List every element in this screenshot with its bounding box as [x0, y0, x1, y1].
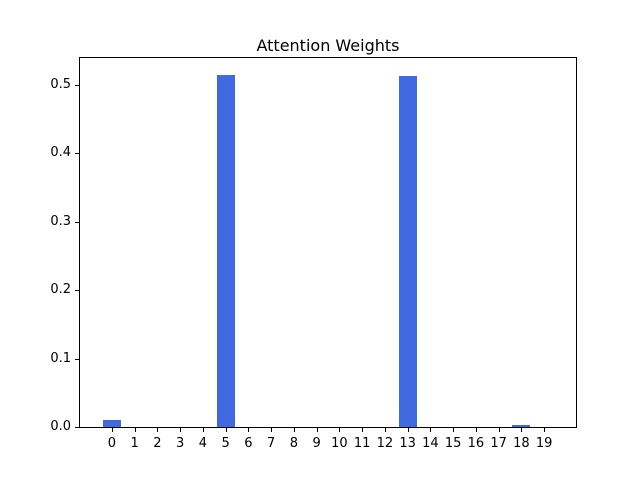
bar-18: [512, 424, 531, 427]
y-tick-label: 0.2: [50, 282, 71, 298]
x-tick-mark: [407, 428, 409, 432]
x-tick-mark: [202, 428, 204, 432]
chart-title: Attention Weights: [256, 36, 400, 55]
x-tick-label: 1: [130, 436, 139, 451]
x-tick-mark: [316, 428, 318, 432]
x-tick-label: 9: [312, 436, 321, 451]
x-tick-label: 3: [175, 436, 185, 451]
x-tick-label: 10: [331, 436, 348, 451]
x-tick-label: 11: [353, 436, 371, 451]
x-tick-mark: [475, 428, 477, 432]
x-tick-label: 19: [535, 436, 553, 451]
x-tick-label: 2: [153, 436, 162, 451]
x-tick-mark: [293, 428, 295, 432]
y-tick-label: 0.3: [50, 213, 71, 229]
x-tick-mark: [248, 428, 250, 432]
x-tick-mark: [544, 428, 546, 432]
y-tick-label: 0.1: [50, 350, 71, 366]
x-tick-mark: [111, 428, 113, 432]
bar-0: [102, 420, 121, 427]
x-tick-mark: [362, 428, 364, 432]
x-tick-mark: [521, 428, 523, 432]
x-tick-label: 0: [107, 436, 116, 451]
plot-area: [79, 57, 577, 428]
x-tick-mark: [453, 428, 455, 432]
bar-5: [216, 75, 235, 427]
bar-13: [398, 75, 417, 427]
y-tick-label: 0.0: [50, 419, 71, 434]
x-tick-mark: [339, 428, 341, 432]
x-tick-label: 14: [422, 436, 439, 451]
x-tick-mark: [271, 428, 273, 432]
x-tick-label: 12: [376, 436, 394, 451]
x-tick-label: 15: [444, 436, 462, 451]
x-tick-label: 5: [221, 436, 230, 451]
x-tick-label: 7: [266, 436, 276, 451]
x-tick-mark: [430, 428, 432, 432]
x-tick-mark: [134, 428, 136, 432]
y-tick-label: 0.4: [50, 145, 71, 161]
y-tick-label: 0.5: [50, 76, 71, 92]
x-tick-label: 13: [399, 436, 416, 451]
x-tick-label: 17: [490, 436, 507, 451]
x-tick-mark: [498, 428, 500, 432]
x-tick-label: 4: [198, 436, 207, 451]
x-tick-mark: [384, 428, 386, 432]
x-tick-label: 6: [244, 436, 253, 451]
x-tick-mark: [225, 428, 227, 432]
x-tick-mark: [180, 428, 182, 432]
x-tick-label: 18: [513, 436, 530, 451]
x-tick-label: 8: [289, 436, 298, 451]
x-tick-label: 16: [467, 436, 485, 451]
x-tick-mark: [157, 428, 159, 432]
